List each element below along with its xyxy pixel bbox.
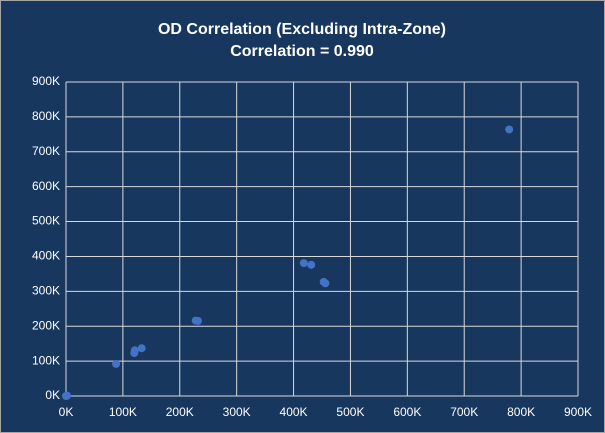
point <box>63 391 72 400</box>
x-tick-label: 800K <box>507 405 535 419</box>
point <box>137 344 146 353</box>
x-tick-label: 0K <box>59 405 74 419</box>
x-tick-label: 700K <box>450 405 478 419</box>
y-tick-label: 500K <box>32 214 60 228</box>
x-tick-label: 300K <box>223 405 251 419</box>
chart-subtitle: Correlation = 0.990 <box>230 43 374 60</box>
y-tick-label: 400K <box>32 249 60 263</box>
point <box>130 346 139 355</box>
point <box>193 316 202 325</box>
x-tick-label: 400K <box>280 405 308 419</box>
point <box>307 260 316 269</box>
y-tick-label: 300K <box>32 284 60 298</box>
chart-title: OD Correlation (Excluding Intra-Zone) <box>158 21 446 38</box>
y-tick-label: 100K <box>32 353 60 367</box>
y-tick-label: 800K <box>32 109 60 123</box>
y-tick-label: 0K <box>45 388 60 402</box>
x-tick-label: 900K <box>564 405 592 419</box>
y-tick-label: 900K <box>32 74 60 88</box>
y-tick-label: 600K <box>32 179 60 193</box>
point <box>299 259 308 268</box>
x-tick-label: 200K <box>166 405 194 419</box>
x-tick-label: 500K <box>336 405 364 419</box>
x-tick-label: 100K <box>109 405 137 419</box>
x-tick-label: 600K <box>393 405 421 419</box>
point <box>505 125 514 134</box>
point <box>321 279 330 288</box>
y-tick-label: 200K <box>32 318 60 332</box>
y-tick-label: 700K <box>32 144 60 158</box>
point <box>112 359 121 368</box>
